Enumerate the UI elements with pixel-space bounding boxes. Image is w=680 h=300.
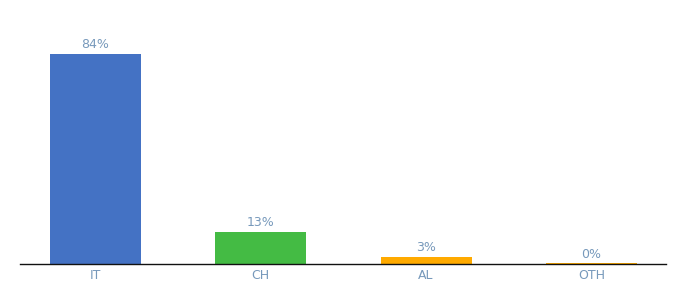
Bar	[381, 256, 472, 264]
Bar	[546, 263, 637, 264]
Text: 0%: 0%	[581, 248, 602, 261]
Text: 84%: 84%	[82, 38, 109, 52]
Text: 13%: 13%	[247, 216, 275, 229]
Bar	[50, 54, 141, 264]
Bar	[215, 232, 306, 264]
Text: 3%: 3%	[416, 241, 436, 254]
